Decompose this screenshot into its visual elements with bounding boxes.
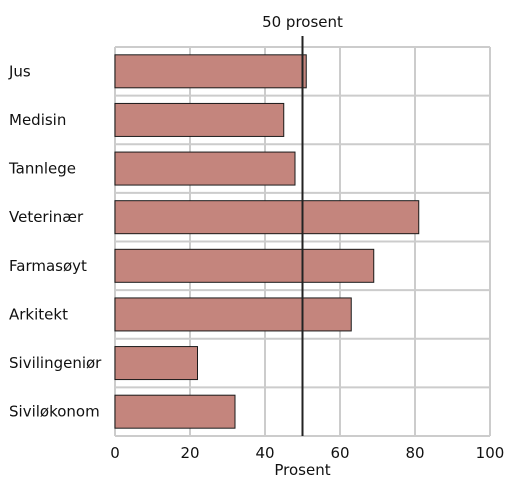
reference-line-label: 50 prosent <box>262 13 343 31</box>
x-axis-title: Prosent <box>274 461 330 479</box>
bar-siviløkonom <box>114 394 236 429</box>
bar-sivilingeniør <box>114 346 198 381</box>
category-label: Siviløkonom <box>9 403 100 421</box>
x-tick-label: 100 <box>476 444 505 462</box>
category-label: Tannlege <box>8 160 76 178</box>
x-tick-label: 80 <box>405 444 424 462</box>
bar-jus <box>114 54 307 89</box>
category-label: Medisin <box>9 111 66 129</box>
category-label: Veterinær <box>9 208 84 226</box>
x-tick-label: 0 <box>110 444 120 462</box>
x-tick-label: 20 <box>180 444 199 462</box>
bar-arkitekt <box>114 297 352 332</box>
category-label: Sivilingeniør <box>9 354 102 372</box>
bars <box>114 54 420 429</box>
bar-farmasøyt <box>114 248 375 283</box>
x-tick-labels: 0 20 40 60 80 100 <box>110 444 504 462</box>
bar-tannlege <box>114 151 296 186</box>
category-label: Jus <box>8 62 31 80</box>
category-label: Arkitekt <box>9 305 68 323</box>
category-label: Farmasøyt <box>9 257 87 275</box>
bar-medisin <box>114 102 285 137</box>
x-tick-label: 40 <box>255 444 274 462</box>
category-labels: Jus Medisin Tannlege Veterinær Farmasøyt Arki… <box>8 62 102 420</box>
x-tick-label: 60 <box>330 444 349 462</box>
bar-veterinær <box>114 200 420 235</box>
